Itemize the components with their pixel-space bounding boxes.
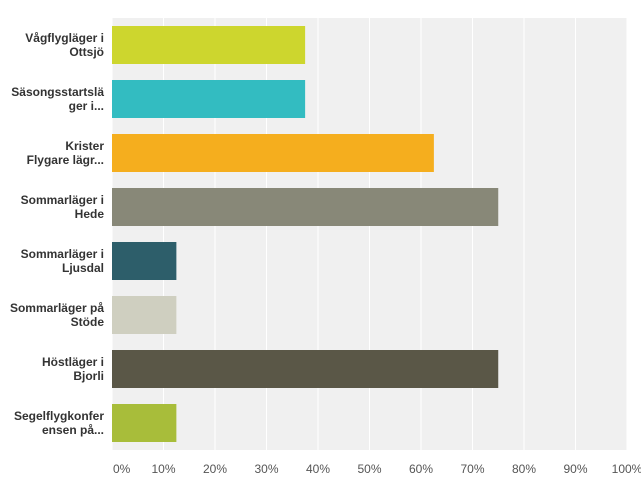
category-label-line: Segelflygkonfer xyxy=(14,409,104,423)
x-tick-label: 60% xyxy=(409,462,433,476)
x-tick-label: 100% xyxy=(612,462,641,476)
category-label-line: Flygare lägr... xyxy=(27,153,104,167)
bars xyxy=(112,26,499,442)
category-label-line: Krister xyxy=(65,139,104,153)
x-tick-label: 90% xyxy=(563,462,587,476)
category-label-line: Ottsjö xyxy=(69,45,104,59)
x-tick-label: 0% xyxy=(113,462,131,476)
category-label-line: Bjorli xyxy=(73,369,104,383)
bar xyxy=(112,296,177,334)
category-label-line: Hede xyxy=(75,207,105,221)
x-tick-label: 40% xyxy=(306,462,330,476)
category-label-line: Sommarläger på xyxy=(10,301,104,315)
category-label-line: Vågflygläger i xyxy=(25,31,104,45)
category-label-line: Ljusdal xyxy=(62,261,104,275)
category-label-line: Sommarläger i xyxy=(21,193,104,207)
x-tick-label: 10% xyxy=(151,462,175,476)
bar xyxy=(112,80,306,118)
x-tick-label: 20% xyxy=(203,462,227,476)
bar xyxy=(112,404,177,442)
bar xyxy=(112,350,499,388)
bar xyxy=(112,134,434,172)
x-axis-tick-labels: 0% 10% 20% 30% 40% 50% 60% 70% 80% 90% 100% xyxy=(113,462,641,476)
category-label-line: Sommarläger i xyxy=(21,247,104,261)
bar xyxy=(112,188,499,226)
category-label-line: Höstläger i xyxy=(42,355,104,369)
category-label-line: ensen på... xyxy=(42,423,104,437)
category-label-line: Stöde xyxy=(71,315,105,329)
x-tick-label: 50% xyxy=(357,462,381,476)
x-tick-label: 70% xyxy=(460,462,484,476)
x-tick-label: 30% xyxy=(254,462,278,476)
bar xyxy=(112,26,306,64)
x-tick-label: 80% xyxy=(512,462,536,476)
category-label-line: Säsongsstartslä xyxy=(11,85,104,99)
category-label-line: ger i... xyxy=(69,99,104,113)
bar xyxy=(112,242,177,280)
